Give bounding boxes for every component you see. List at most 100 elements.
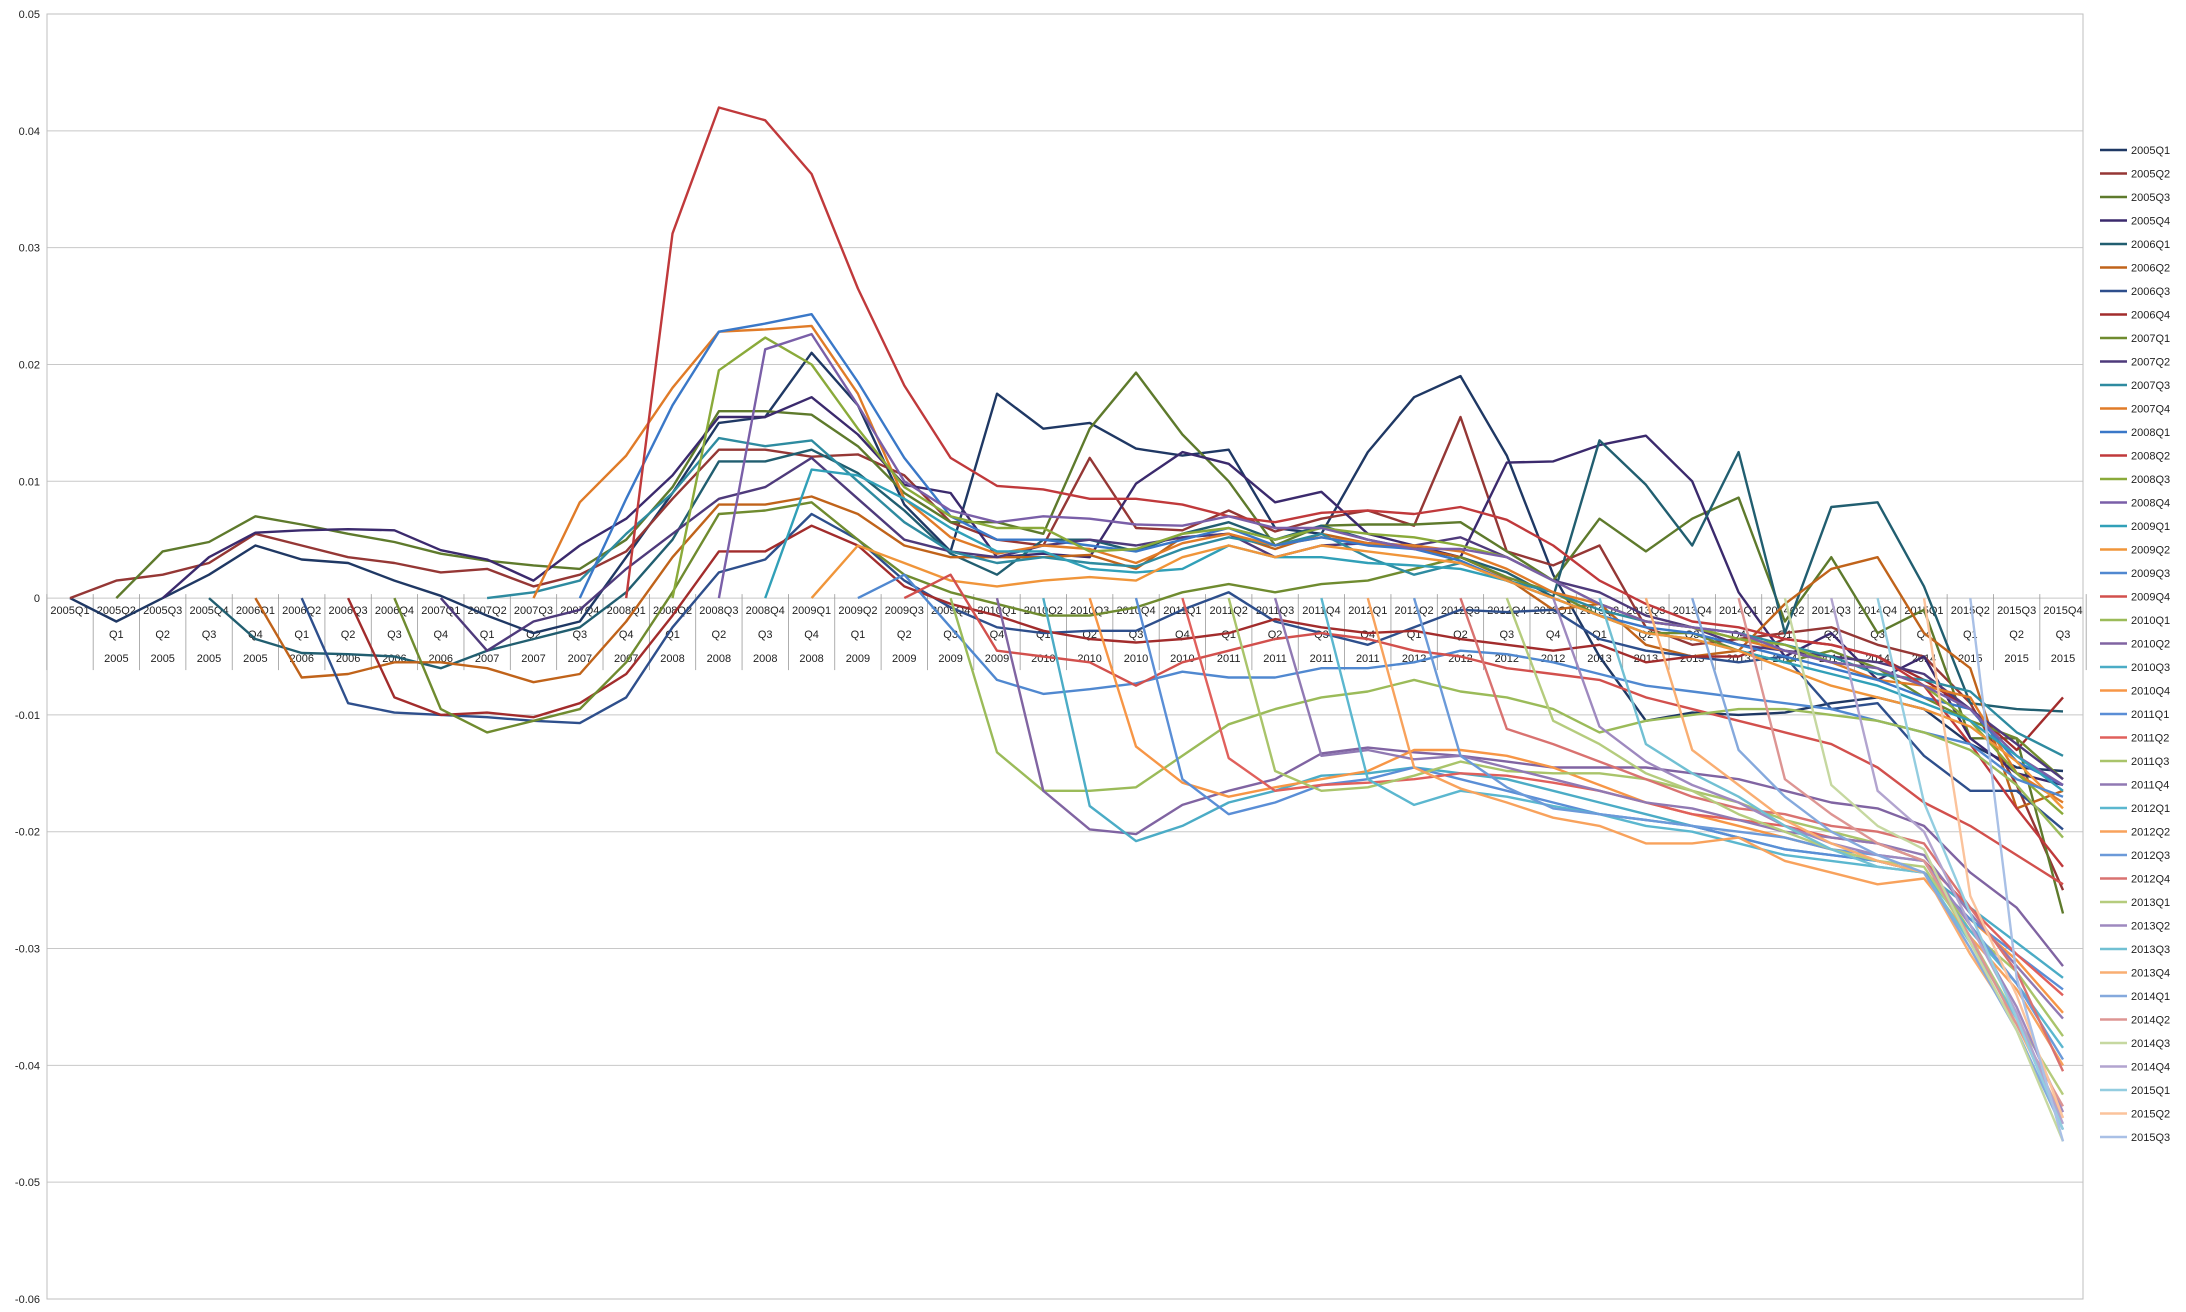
legend-label: 2012Q4 [2131,874,2170,886]
x-quarter-label: Q4 [248,629,263,641]
legend-label: 2009Q3 [2131,568,2170,580]
legend-label: 2008Q4 [2131,498,2170,510]
y-tick-label: 0.05 [19,9,40,21]
x-quarter-label: Q3 [943,629,958,641]
y-tick-label: -0.04 [15,1060,40,1072]
y-axis-tick-labels: 0.05 0.04 0.03 0.02 0.01 0 -0.01 -0.02 -0.03 -0.0… [15,9,40,1306]
y-tick-label: 0 [34,593,40,605]
x-year-label: 2005 [150,653,174,665]
legend-label: 2010Q2 [2131,639,2170,651]
legend-label: 2008Q1 [2131,427,2170,439]
legend-label: 2007Q1 [2131,333,2170,345]
x-year-label: 2006 [290,653,314,665]
x-quarter-label: Q2 [897,629,912,641]
series-line-2014Q3 [1783,597,2065,1142]
x-category-label: 2007Q4 [560,605,599,617]
x-year-label: 2007 [568,653,592,665]
legend-label: 2010Q3 [2131,662,2170,674]
x-year-label: 2008 [707,653,731,665]
x-category-label: 2014Q4 [1858,605,1897,617]
legend-label: 2012Q2 [2131,827,2170,839]
y-tick-label: 0.04 [19,126,40,138]
legend-label: 2011Q3 [2131,756,2169,768]
series-line-2007Q4 [532,324,2064,804]
series-line-2008Q1 [578,313,2064,787]
x-category-label: 2008Q1 [607,605,646,617]
series-line-2009Q1 [764,468,2064,792]
legend-label: 2007Q3 [2131,380,2170,392]
x-year-label: 2007 [521,653,545,665]
series-line-2008Q2 [625,106,2064,868]
series-line-2012Q1 [1320,597,2064,1049]
y-tick-label: 0.01 [19,476,40,488]
y-tick-label: 0.02 [19,359,40,371]
x-quarter-label: Q2 [2009,629,2024,641]
x-category-label: 2009Q3 [885,605,924,617]
x-quarter-label: Q4 [433,629,448,641]
legend-label: 2005Q4 [2131,216,2170,228]
x-year-label: 2009 [985,653,1009,665]
legend-label: 2014Q4 [2131,1062,2170,1074]
y-tick-label: 0.03 [19,243,40,255]
legend-label: 2006Q1 [2131,239,2170,251]
x-category-label: 2015Q3 [1997,605,2036,617]
x-quarter-label: Q4 [1546,629,1561,641]
x-year-label: 2005 [243,653,267,665]
legend-label: 2005Q1 [2131,145,2170,157]
x-category-label: 2012Q1 [1348,605,1387,617]
y-tick-label: -0.01 [15,710,40,722]
y-tick-label: -0.02 [15,827,40,839]
legend-label: 2014Q3 [2131,1038,2170,1050]
x-category-label: 2011Q2 [1210,605,1248,617]
x-year-label: 2011 [1310,653,1334,665]
legend-label: 2006Q3 [2131,286,2170,298]
x-quarter-label: Q3 [1129,629,1144,641]
x-category-label: 2005Q1 [50,605,89,617]
x-category-label: 2007Q2 [468,605,507,617]
x-category-label: 2009Q4 [931,605,970,617]
series-line-2015Q1 [1876,597,2065,1131]
series-line-2010Q2 [995,597,2064,967]
x-category-label: 2013Q4 [1673,605,1712,617]
x-year-label: 2008 [753,653,777,665]
x-category-label: 2006Q3 [329,605,368,617]
legend-label: 2014Q1 [2131,991,2170,1003]
x-year-label: 2015 [2004,653,2028,665]
x-year-label: 2007 [614,653,638,665]
x-year-label: 2008 [660,653,684,665]
x-category-label: 2005Q3 [143,605,182,617]
x-year-label: 2010 [1124,653,1148,665]
legend-label: 2008Q2 [2131,451,2170,463]
x-category-label: 2015Q2 [1951,605,1990,617]
x-quarter-label: Q3 [202,629,217,641]
x-category-label: 2014Q3 [1812,605,1851,617]
legend-label: 2013Q1 [2131,897,2170,909]
x-quarter-label: Q2 [155,629,170,641]
x-category-label: 2005Q2 [97,605,136,617]
x-year-label: 2011 [1263,653,1287,665]
legend-label: 2013Q2 [2131,921,2170,933]
x-year-label: 2011 [1356,653,1380,665]
series-lines [69,106,2065,1142]
legend-label: 2009Q1 [2131,521,2170,533]
x-category-label: 2008Q3 [699,605,738,617]
legend-label: 2015Q3 [2131,1132,2170,1144]
x-quarter-label: Q1 [294,629,309,641]
series-line-2010Q1 [949,597,2064,839]
legend-label: 2012Q3 [2131,850,2170,862]
x-quarter-label: Q4 [804,629,819,641]
x-category-label: 2014Q2 [1765,605,1804,617]
x-category-label: 2006Q2 [282,605,321,617]
legend-label: 2012Q1 [2131,803,2170,815]
legend-label: 2014Q2 [2131,1015,2170,1027]
x-category-label: 2007Q3 [514,605,553,617]
x-quarter-label: Q4 [990,629,1005,641]
x-category-label: 2015Q4 [2043,605,2082,617]
x-year-label: 2009 [892,653,916,665]
series-line-2008Q3 [671,336,2064,816]
x-category-label: 2006Q4 [375,605,414,617]
x-quarter-label: Q1 [109,629,124,641]
x-category-label: 2011Q4 [1302,605,1340,617]
x-quarter-label: Q3 [2056,629,2071,641]
